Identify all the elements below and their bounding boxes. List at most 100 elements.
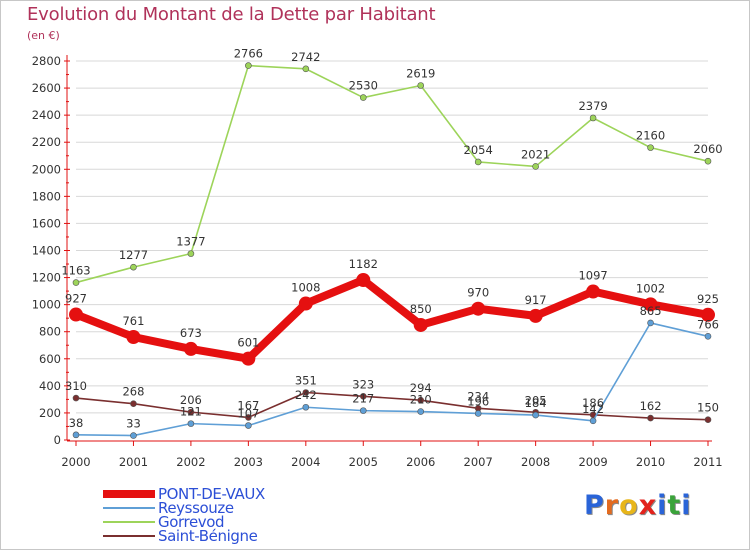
data-label: 310 [65,379,87,393]
data-label: 234 [467,389,489,403]
legend: PONT-DE-VAUX Reyssouze Gorrevod Saint-Bénig… [103,487,265,544]
data-label: 1182 [349,257,378,271]
data-point-3 [359,392,367,400]
data-point-0 [69,307,83,322]
data-point-2 [187,250,195,257]
data-label: 268 [122,385,144,399]
data-point-2 [130,263,137,271]
data-point-1 [474,410,482,417]
data-point-3 [245,414,252,421]
legend-label: Gorrevod [158,513,225,531]
data-point-2 [359,94,367,101]
data-point-1 [359,407,367,414]
data-label: 196 [467,394,489,408]
legend-swatch [103,490,155,498]
data-point-0 [413,317,428,332]
data-point-2 [474,158,482,166]
x-tick-label: 2000 [61,455,90,469]
unit-label: (en €) [27,29,60,42]
data-label: 206 [180,393,202,407]
data-label: 850 [410,302,432,316]
data-point-1 [72,431,80,439]
data-label: 2766 [234,47,263,61]
data-point-1 [187,420,195,427]
x-tick-label: 2011 [693,455,722,469]
data-label: 184 [525,396,547,410]
data-point-3 [417,396,425,404]
y-tick-label: 1600 [32,216,61,230]
y-tick-label: 2400 [32,108,61,122]
y-tick-label: 2000 [32,162,61,176]
data-label: 205 [525,393,547,407]
data-point-0 [241,351,256,366]
x-tick-label: 2002 [176,455,205,469]
logo-letter: o [619,490,639,521]
data-point-3 [130,400,137,408]
data-point-0 [471,301,486,316]
data-point-0 [298,296,313,311]
data-point-2 [589,114,597,122]
data-label: 1277 [119,248,148,262]
y-tick-label: 600 [39,352,61,366]
y-tick-label: 400 [39,379,61,393]
legend-item: PONT-DE-VAUX [103,487,265,502]
proxiti-logo: Proxiti [584,490,692,521]
legend-swatch [103,535,155,537]
logo-letter: P [584,490,605,521]
data-point-1 [704,333,712,340]
data-label: 2619 [406,66,435,80]
x-tick-label: 2005 [349,455,378,469]
legend-label: Reyssouze [158,499,234,517]
data-label: 150 [697,401,719,415]
data-label: 917 [525,293,547,307]
data-label: 865 [640,304,662,318]
data-label: 673 [180,326,202,340]
data-point-1 [245,422,252,429]
data-label: 210 [410,393,432,407]
data-label: 162 [640,399,662,413]
data-label: 242 [295,388,317,402]
data-point-1 [417,408,425,415]
data-point-3 [187,408,195,416]
data-point-1 [130,432,137,439]
data-label: 142 [582,402,604,416]
data-label: 1008 [291,281,320,295]
data-point-2 [302,65,310,73]
x-tick-label: 2010 [636,455,665,469]
data-label: 38 [69,416,84,430]
data-label: 970 [467,286,489,300]
data-point-0 [126,329,141,344]
data-point-2 [245,62,252,69]
data-label: 186 [582,396,604,410]
data-label: 2054 [464,143,493,157]
data-label: 2060 [693,142,722,156]
series-line-1 [75,322,709,437]
x-tick-label: 2009 [578,455,607,469]
y-tick-label: 200 [39,406,61,420]
y-tick-label: 2600 [32,81,61,95]
data-label: 2021 [521,147,550,161]
data-point-0 [586,284,601,299]
y-tick-label: 1800 [32,189,61,203]
x-tick-label: 2001 [119,455,148,469]
y-tick-label: 2800 [32,54,61,68]
logo-letter: i [681,490,692,521]
data-point-1 [589,417,597,425]
data-label: 925 [697,292,719,306]
data-label: 761 [122,314,144,328]
data-label: 351 [295,373,317,387]
data-point-2 [72,279,80,286]
data-label: 1377 [176,235,205,249]
legend-swatch [103,507,155,509]
data-point-2 [417,82,425,89]
series-line-2 [75,64,709,284]
data-point-3 [72,394,80,402]
x-tick-label: 2006 [406,455,435,469]
data-point-2 [647,144,654,151]
data-label: 1002 [636,281,665,295]
data-label: 601 [237,336,259,350]
data-label: 2160 [636,129,665,143]
data-label: 33 [126,417,141,431]
data-label: 121 [180,405,202,419]
